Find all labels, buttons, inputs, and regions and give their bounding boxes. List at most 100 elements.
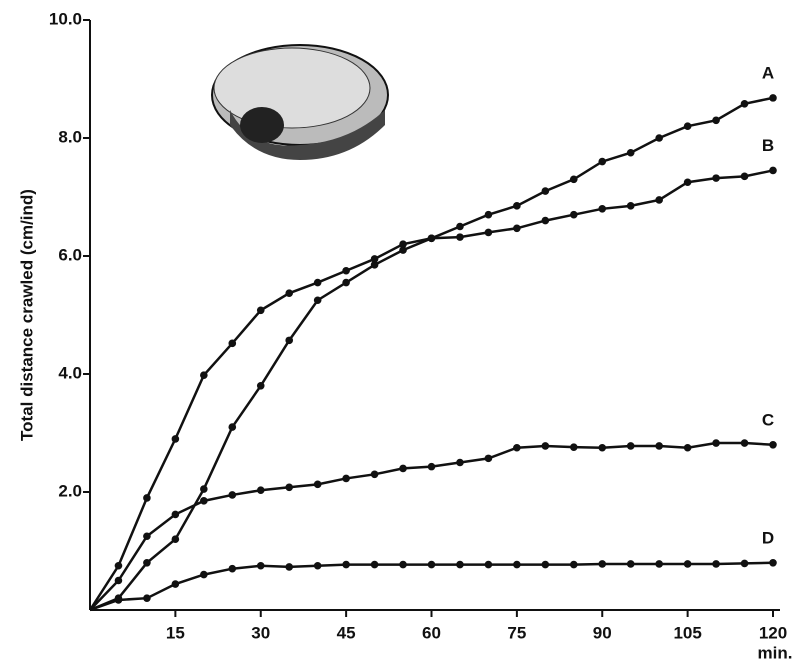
point xyxy=(456,459,464,467)
point xyxy=(228,423,236,431)
point xyxy=(172,535,180,543)
point xyxy=(172,435,180,443)
series-line xyxy=(90,563,773,610)
point xyxy=(456,223,464,231)
series-label: D xyxy=(762,528,774,547)
point xyxy=(598,560,606,568)
y-tick-label: 10.0 xyxy=(49,9,82,28)
point xyxy=(115,596,123,604)
point xyxy=(570,561,578,569)
snail-illustration xyxy=(212,45,388,160)
point xyxy=(371,471,379,479)
point xyxy=(257,486,265,494)
point xyxy=(769,559,777,567)
x-tick-label: 105 xyxy=(673,623,701,642)
point xyxy=(769,94,777,102)
point xyxy=(200,571,208,579)
series-label: B xyxy=(762,136,774,155)
point xyxy=(684,444,692,452)
point xyxy=(115,577,123,585)
point xyxy=(172,580,180,588)
point xyxy=(428,463,436,471)
point xyxy=(513,202,521,210)
point xyxy=(314,296,322,304)
point xyxy=(712,439,720,447)
point xyxy=(371,255,379,263)
point xyxy=(485,561,493,569)
x-tick-label: 120 xyxy=(759,623,787,642)
point xyxy=(428,235,436,243)
point xyxy=(285,337,293,345)
x-axis-label: min. xyxy=(758,643,793,662)
point xyxy=(712,174,720,182)
y-tick-label: 4.0 xyxy=(58,363,82,382)
point xyxy=(769,167,777,175)
point xyxy=(200,485,208,493)
point xyxy=(712,560,720,568)
point xyxy=(741,439,749,447)
point xyxy=(342,279,350,287)
point xyxy=(598,205,606,213)
point xyxy=(342,475,350,483)
point xyxy=(712,117,720,125)
point xyxy=(513,224,521,232)
point xyxy=(143,494,151,502)
point xyxy=(428,561,436,569)
point xyxy=(655,134,663,142)
point xyxy=(684,178,692,186)
point xyxy=(399,240,407,248)
point xyxy=(741,173,749,181)
point xyxy=(598,444,606,452)
point xyxy=(684,560,692,568)
point xyxy=(285,289,293,297)
point xyxy=(485,211,493,219)
point xyxy=(570,443,578,451)
x-tick-label: 15 xyxy=(166,623,185,642)
point xyxy=(143,532,151,540)
point xyxy=(143,559,151,567)
point xyxy=(570,176,578,184)
point xyxy=(655,560,663,568)
y-axis-label: Total distance crawled (cm/ind) xyxy=(17,189,36,441)
point xyxy=(342,561,350,569)
point xyxy=(598,158,606,166)
series-label: C xyxy=(762,410,774,429)
chart: Total distance crawled (cm/ind) min. 2.0… xyxy=(0,0,795,665)
point xyxy=(143,594,151,602)
point xyxy=(115,562,123,570)
x-tick-label: 45 xyxy=(337,623,356,642)
point xyxy=(228,565,236,573)
point xyxy=(285,483,293,491)
point xyxy=(342,267,350,275)
point xyxy=(542,187,550,195)
y-tick-label: 8.0 xyxy=(58,127,82,146)
x-tick-label: 30 xyxy=(251,623,270,642)
point xyxy=(485,455,493,463)
point xyxy=(399,561,407,569)
point xyxy=(741,560,749,568)
point xyxy=(456,233,464,241)
x-tick-label: 60 xyxy=(422,623,441,642)
point xyxy=(570,211,578,219)
point xyxy=(542,561,550,569)
point xyxy=(655,196,663,204)
point xyxy=(513,561,521,569)
point xyxy=(741,100,749,108)
point xyxy=(285,563,293,571)
point xyxy=(513,444,521,452)
series-line xyxy=(90,98,773,610)
point xyxy=(399,465,407,473)
point xyxy=(627,149,635,157)
point xyxy=(371,561,379,569)
point xyxy=(257,306,265,314)
point xyxy=(200,371,208,379)
point xyxy=(485,229,493,237)
point xyxy=(684,122,692,130)
point xyxy=(655,442,663,450)
point xyxy=(627,202,635,210)
point xyxy=(228,491,236,499)
point xyxy=(627,442,635,450)
point xyxy=(542,217,550,225)
point xyxy=(257,382,265,390)
point xyxy=(172,511,180,519)
